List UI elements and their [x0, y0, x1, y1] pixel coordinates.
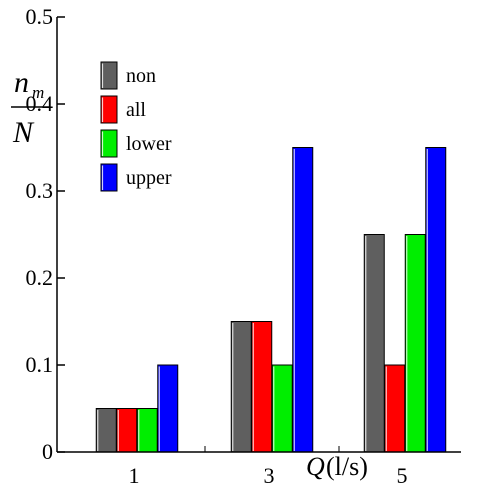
bar-lower	[271, 364, 293, 453]
legend-swatch	[100, 129, 118, 158]
y-tick-label: 0.2	[26, 265, 54, 290]
bar	[384, 364, 406, 453]
y-tick-label: 0.5	[26, 4, 54, 29]
bar	[292, 147, 314, 453]
bar	[136, 408, 158, 453]
legend-label: non	[126, 65, 156, 87]
x-tick-label: 5	[397, 463, 408, 488]
bar	[251, 321, 273, 453]
bar-upper	[292, 147, 314, 453]
bar-all	[116, 408, 138, 453]
bar	[404, 234, 426, 453]
legend-item-upper: upper	[100, 163, 172, 192]
legend-label: lower	[126, 133, 172, 155]
legend-item-lower: lower	[100, 129, 172, 158]
y-label-denominator: N	[12, 116, 35, 149]
legend-label: all	[126, 99, 146, 121]
bar-all	[251, 321, 273, 453]
bars-layer	[95, 147, 447, 453]
bar	[95, 408, 117, 453]
x-tick-label: 3	[264, 463, 275, 488]
bar	[425, 147, 447, 453]
bar	[230, 321, 252, 453]
legend-swatch	[100, 61, 118, 90]
bar-all	[384, 364, 406, 453]
x-axis-label: Q (l/s)	[306, 452, 368, 481]
bar-non	[230, 321, 252, 453]
bar-upper	[425, 147, 447, 453]
y-tick-label: 0	[42, 439, 53, 464]
legend-label: upper	[126, 167, 172, 189]
y-label-numerator: n	[14, 66, 29, 99]
x-ticks: 1 3 5	[129, 446, 408, 488]
bar-lower	[136, 408, 158, 453]
bar	[271, 364, 293, 453]
bar-upper	[157, 364, 179, 453]
legend-item-non: non	[100, 61, 156, 90]
legend-item-all: all	[100, 95, 146, 124]
legend-swatch	[100, 95, 118, 124]
legend: non all lower upper	[100, 61, 172, 192]
bar-non	[363, 234, 385, 453]
bar	[157, 364, 179, 453]
x-tick-label: 1	[129, 463, 140, 488]
bar	[116, 408, 138, 453]
legend-swatch	[100, 163, 118, 192]
y-tick-label: 0.4	[26, 91, 54, 116]
y-label-subscript: m	[32, 83, 44, 102]
bar-lower	[404, 234, 426, 453]
y-axis-label: n m N	[11, 66, 50, 149]
y-tick-label: 0.3	[26, 178, 54, 203]
y-ticks: 0 0.1 0.2 0.3 0.4 0.5	[26, 4, 65, 464]
x-label-variable: Q	[306, 452, 325, 481]
axes-layer	[56, 17, 461, 453]
bar	[363, 234, 385, 453]
y-tick-label: 0.1	[26, 352, 54, 377]
x-label-unit: (l/s)	[326, 452, 368, 481]
bar-non	[95, 408, 117, 453]
